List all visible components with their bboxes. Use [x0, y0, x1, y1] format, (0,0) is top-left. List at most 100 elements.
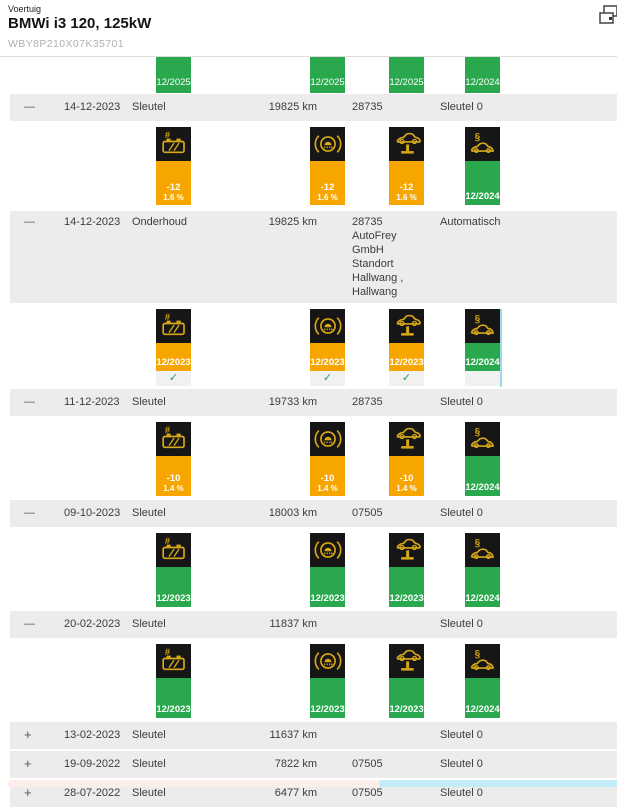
cbs-status: -10 1.4 % — [389, 456, 424, 496]
cbs-indicator-row: 12/2023 12/2023 12/2023 12/2024 — [0, 529, 617, 611]
cbs-tile-hv-battery: 12/2023 ✓ — [156, 309, 191, 386]
record-date: 11-12-2023 — [64, 396, 120, 408]
cbs-status: -12 1.6 % — [156, 161, 191, 205]
cbs-status: 12/2024 — [465, 343, 500, 371]
record-type: Sleutel — [132, 758, 166, 770]
legal-inspection-icon — [465, 533, 500, 567]
cbs-indicator-row: 12/2023 12/2023 12/2023 12/2024 — [0, 640, 617, 722]
cbs-status: 12/2023 — [156, 343, 191, 371]
record-code: 07505 — [352, 787, 383, 799]
brake-warning-icon — [310, 644, 345, 678]
cbs-status: 12/2023 — [389, 567, 424, 607]
collapse-toggle[interactable]: — — [24, 618, 35, 630]
cbs-indicator-row-partial: 12/2025 12/2025 12/2025 12/2024 — [0, 57, 617, 94]
cbs-tile-vehicle-check: -10 1.4 % — [389, 422, 424, 496]
cbs-tile-legal-inspection: 12/2024 — [465, 309, 502, 387]
collapse-toggle[interactable]: — — [24, 396, 35, 408]
record-description: Automatisch — [440, 216, 501, 228]
cbs-indicator-row: -10 1.4 % -10 1.4 % -10 1.4 % 12/2024 — [0, 418, 617, 500]
table-row[interactable]: + 19-09-2022 Sleutel 7822 km 07505 Sleut… — [10, 751, 617, 778]
record-date: 28-07-2022 — [64, 787, 121, 799]
cbs-tile-hv-battery: -10 1.4 % — [156, 422, 191, 496]
collapse-toggle[interactable]: — — [24, 507, 35, 519]
cbs-status: -12 1.6 % — [389, 161, 424, 205]
table-row[interactable]: — 14-12-2023 Sleutel 19825 km 28735 Sleu… — [10, 94, 617, 121]
brake-warning-icon — [310, 127, 345, 161]
done-checkmark: ✓ — [389, 371, 424, 386]
record-date: 13-02-2023 — [64, 729, 121, 741]
record-description: Sleutel 0 — [440, 618, 483, 630]
record-code: 07505 — [352, 758, 383, 770]
cbs-status: 12/2023 — [310, 567, 345, 607]
cbs-tile-brakes: 12/2023 ✓ — [310, 309, 345, 386]
open-in-new-window-icon[interactable] — [598, 4, 617, 28]
vehicle-header: Voertuig BMWi i3 120, 125kW WBY8P210X07K… — [0, 0, 617, 57]
vehicle-lift-icon — [389, 422, 424, 456]
cbs-status: 12/2024 — [465, 456, 500, 496]
expand-toggle[interactable]: + — [24, 756, 32, 771]
vehicle-lift-icon — [389, 309, 424, 343]
cbs-status: 12/2024 — [465, 161, 500, 205]
cbs-date-badge: 12/2025 — [389, 57, 424, 93]
record-description: Sleutel 0 — [440, 787, 483, 799]
cbs-tile-vehicle-check: -12 1.6 % — [389, 127, 424, 205]
legal-inspection-icon — [465, 644, 500, 678]
record-date: 20-02-2023 — [64, 618, 121, 630]
cbs-indicator-row: 12/2023 ✓ 12/2023 ✓ 12/2023 ✓ 12/2024 — [0, 305, 617, 389]
record-mileage: 18003 km — [268, 507, 317, 519]
table-row[interactable]: — 14-12-2023 Onderhoud 19825 km 28735 Au… — [10, 211, 617, 303]
page-title: Voertuig — [8, 4, 42, 14]
cbs-tile-hv-battery: -12 1.6 % — [156, 127, 191, 205]
hv-battery-icon — [156, 533, 191, 567]
collapse-toggle[interactable]: — — [24, 101, 35, 113]
brake-warning-icon — [310, 422, 345, 456]
hv-battery-icon — [156, 309, 191, 343]
record-mileage: 11637 km — [269, 729, 318, 741]
cbs-tile-hv-battery: 12/2023 — [156, 533, 191, 607]
record-type: Sleutel — [132, 396, 166, 408]
record-date: 14-12-2023 — [64, 101, 121, 113]
record-code: 28735 — [352, 101, 383, 113]
cbs-tile-legal-inspection: 12/2024 — [465, 422, 500, 496]
table-row[interactable]: — 20-02-2023 Sleutel 11837 km Sleutel 0 — [10, 611, 617, 638]
cbs-status: 12/2023 — [310, 678, 345, 718]
hv-battery-icon — [156, 422, 191, 456]
cbs-date-badge: 12/2025 — [310, 57, 345, 93]
record-mileage: 19825 km — [268, 216, 317, 228]
cbs-tile-brakes: 12/2023 — [310, 644, 345, 718]
record-description: Sleutel 0 — [440, 507, 483, 519]
vehicle-vin: WBY8P210X07K35701 — [8, 38, 124, 50]
cbs-status: 12/2023 — [389, 343, 424, 371]
record-code: 28735 — [352, 396, 383, 408]
cbs-tile-vehicle-check: 12/2023 ✓ — [389, 309, 424, 386]
cbs-status: -10 1.4 % — [310, 456, 345, 496]
vehicle-title: BMWi i3 120, 125kW — [8, 15, 152, 32]
record-type: Onderhoud — [132, 216, 188, 228]
cbs-date-badge: 12/2025 — [156, 57, 191, 93]
cbs-status: 12/2023 — [389, 678, 424, 718]
record-mileage: 7822 km — [274, 758, 317, 770]
record-dealer: 28735 AutoFrey GmbH Standort Hallwang , … — [352, 216, 404, 298]
cbs-tile-brakes: -10 1.4 % — [310, 422, 345, 496]
cbs-status: -10 1.4 % — [156, 456, 191, 496]
cbs-tile-hv-battery: 12/2023 — [156, 644, 191, 718]
cbs-status: 12/2023 — [156, 678, 191, 718]
vehicle-lift-icon — [389, 127, 424, 161]
record-mileage: 19825 km — [268, 101, 317, 113]
vehicle-lift-icon — [389, 533, 424, 567]
record-date: 09-10-2023 — [64, 507, 121, 519]
expand-toggle[interactable]: + — [24, 785, 32, 800]
legal-inspection-icon — [465, 309, 500, 343]
record-type: Sleutel — [132, 729, 166, 741]
cbs-tile-vehicle-check: 12/2023 — [389, 533, 424, 607]
expand-toggle[interactable]: + — [24, 727, 32, 742]
cbs-tile-vehicle-check: 12/2023 — [389, 644, 424, 718]
legal-inspection-icon — [465, 422, 500, 456]
table-row[interactable]: — 09-10-2023 Sleutel 18003 km 07505 Sleu… — [10, 500, 617, 527]
cbs-indicator-row: -12 1.6 % -12 1.6 % -12 1.6 % 12/2024 — [0, 123, 617, 211]
record-date: 19-09-2022 — [64, 758, 121, 770]
table-row[interactable]: + 13-02-2023 Sleutel 11637 km Sleutel 0 — [10, 722, 617, 749]
table-row[interactable]: — 11-12-2023 Sleutel 19733 km 28735 Sleu… — [10, 389, 617, 416]
cbs-tile-legal-inspection: 12/2024 — [465, 127, 500, 205]
collapse-toggle[interactable]: — — [24, 216, 35, 228]
